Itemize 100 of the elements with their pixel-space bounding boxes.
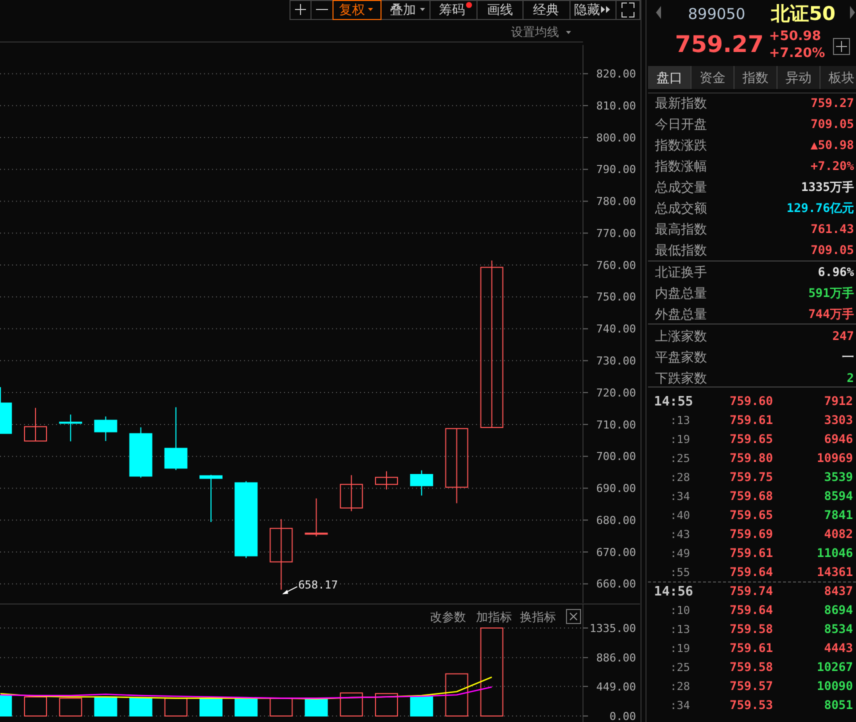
text: 指数涨跌 — [654, 138, 707, 154]
candlestick — [410, 470, 434, 496]
text: 759.65 — [730, 432, 773, 446]
text: 3539 — [824, 470, 853, 484]
y-tick-label: 750.00 — [596, 290, 636, 304]
y-tick-label: 680.00 — [596, 514, 636, 527]
bar — [234, 698, 258, 716]
text: 3303 — [824, 413, 853, 428]
text: 759.53 — [730, 698, 773, 712]
y-tick-label: 760.00 — [596, 258, 636, 272]
line-series — [0, 686, 492, 699]
candlestick — [94, 416, 118, 442]
text: 759.27 — [810, 96, 854, 110]
text: 最新指数 — [655, 96, 707, 112]
bar — [59, 698, 82, 716]
y-tick-label: 700.00 — [596, 450, 636, 464]
text: 10267 — [816, 660, 853, 674]
text: 6.96% — [818, 265, 855, 280]
text: 2 — [846, 371, 854, 386]
y-tick-label: 770.00 — [596, 226, 636, 240]
text: :34 — [670, 698, 690, 712]
text: ▲50.98 — [810, 138, 854, 152]
text: 下跌家数 — [655, 370, 707, 387]
text: 8694 — [824, 603, 853, 618]
text: 591万手 — [808, 286, 854, 300]
candlestick — [480, 260, 504, 428]
bar — [200, 698, 222, 716]
y-tick-label: 670.00 — [596, 546, 636, 559]
text: :19 — [670, 642, 690, 655]
text: 759.65 — [730, 508, 773, 522]
text: 盘口 — [656, 71, 682, 86]
text: 北证50 — [770, 3, 836, 25]
text: 总成交量 — [654, 180, 707, 196]
text: 6946 — [824, 432, 853, 446]
text: 759.61 — [730, 641, 773, 656]
text: 759.57 — [730, 679, 773, 694]
text: 上涨家数 — [655, 328, 707, 345]
text: 14361 — [816, 565, 853, 580]
text: 一 — [842, 350, 854, 364]
text: :40 — [670, 508, 690, 522]
text: 经典 — [533, 3, 559, 18]
y-tick-label: 0.00 — [610, 710, 636, 722]
text: :13 — [670, 414, 690, 427]
y-tick-label: 780.00 — [596, 195, 636, 208]
text: 709.05 — [810, 243, 854, 258]
text: 709.05 — [810, 117, 854, 132]
text: :25 — [670, 452, 690, 465]
text: 内盘总量 — [655, 286, 707, 302]
annotation: 改参数 — [430, 610, 466, 624]
text: 759.27 — [675, 32, 764, 58]
text: 759.58 — [730, 660, 773, 674]
text: 759.74 — [730, 584, 773, 598]
text: 129.76亿元 — [786, 201, 854, 216]
y-tick-label: 690.00 — [596, 482, 636, 496]
text: 11046 — [816, 546, 853, 560]
text: 今日开盘 — [655, 118, 707, 133]
y-tick-label: 720.00 — [596, 386, 636, 400]
annotation: 658.17 — [298, 578, 338, 592]
y-tick-label: 886.00 — [596, 651, 636, 664]
text: 759.69 — [730, 527, 773, 542]
candlestick — [24, 407, 47, 442]
text: 759.64 — [730, 565, 773, 580]
text: 7912 — [824, 394, 853, 408]
y-tick-label: 810.00 — [596, 99, 636, 112]
text: 平盘家数 — [655, 350, 707, 366]
text: :10 — [670, 604, 690, 617]
bar — [304, 699, 328, 716]
text: 外盘总量 — [655, 308, 707, 323]
bar — [445, 673, 468, 716]
text: :55 — [670, 566, 690, 579]
text: 8437 — [824, 584, 853, 598]
text: 设置均线 — [511, 25, 559, 39]
text: 8051 — [824, 698, 853, 712]
candlestick — [304, 498, 328, 537]
text: :19 — [670, 432, 690, 446]
candlestick — [200, 474, 222, 523]
text: 画线 — [487, 3, 513, 18]
text: :28 — [670, 470, 690, 484]
text: 指数 — [742, 71, 768, 86]
text: 14:55 — [654, 394, 694, 410]
annotation: 加指标 — [476, 610, 512, 624]
y-tick-label: 800.00 — [596, 131, 636, 144]
bar — [340, 692, 363, 716]
text: :34 — [670, 490, 690, 503]
text: 759.61 — [730, 546, 773, 560]
text: 759.75 — [730, 470, 773, 484]
text: 最低指数 — [655, 244, 707, 259]
y-tick-label: 730.00 — [596, 354, 636, 368]
text: 761.43 — [810, 222, 854, 236]
text: 7841 — [824, 508, 853, 522]
text: 8594 — [824, 489, 853, 504]
text: 247 — [832, 329, 854, 344]
y-tick-label: 790.00 — [596, 163, 636, 176]
text: 744万手 — [808, 307, 854, 322]
text: 759.60 — [730, 394, 773, 408]
text: 10090 — [816, 679, 853, 694]
text: 异动 — [786, 71, 812, 86]
bar — [410, 696, 434, 716]
candlestick — [445, 428, 468, 504]
text: :13 — [670, 622, 690, 636]
